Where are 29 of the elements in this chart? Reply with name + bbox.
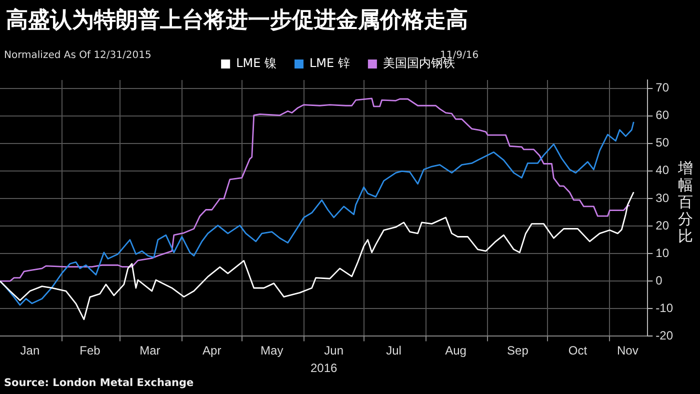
y-tick-label: 30 <box>656 190 670 205</box>
x-tick-label: Mar <box>140 344 160 358</box>
legend-label: LME 锌 <box>310 56 350 70</box>
y-tick-label: 70 <box>656 80 670 95</box>
y-axis-title: 增幅百分比 <box>678 159 694 245</box>
y-tick-label: 0 <box>656 273 663 288</box>
y-tick-label: 40 <box>656 163 670 178</box>
y-tick-label: 60 <box>656 108 670 122</box>
x-tick-label: May <box>260 344 284 358</box>
x-tick-label: Jan <box>20 344 40 358</box>
chart-subtitle: Normalized As Of 12/31/2015 <box>4 50 152 61</box>
x-tick-label: Jun <box>324 344 344 358</box>
x-tick-label: Feb <box>80 344 101 358</box>
y-tick-label: 10 <box>656 246 670 260</box>
y-tick-label: -10 <box>656 300 674 315</box>
legend-label: LME 镍 <box>236 56 276 70</box>
x-tick-label: Aug <box>445 344 466 358</box>
x-tick-label: Sep <box>507 344 529 358</box>
chart-title: 高盛认为特朗普上台将进一步促进金属价格走高 <box>6 6 468 35</box>
source-note: Source: London Metal Exchange <box>4 377 194 389</box>
y-tick-label: 50 <box>656 136 670 150</box>
y-tick-label: 20 <box>656 218 670 232</box>
x-tick-label: Oct <box>568 344 588 358</box>
x-tick-label: Apr <box>202 344 222 358</box>
x-tick-label: Nov <box>616 344 638 358</box>
x-tick-label: Jul <box>386 344 402 358</box>
y-tick-label: -20 <box>656 328 674 343</box>
x-axis-title: 2016 <box>310 361 338 376</box>
legend-label: 美国国内钢铁 <box>382 56 455 70</box>
